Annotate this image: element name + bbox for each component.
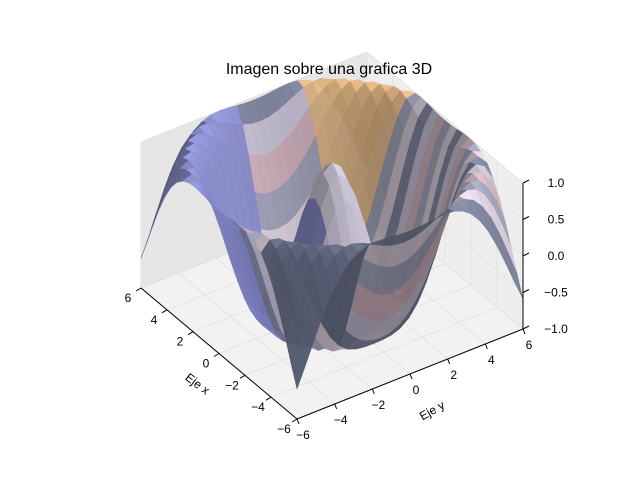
z-tick-labels: −1.0 −0.5 0.0 0.5 1.0 (544, 176, 568, 336)
chart-title: Imagen sobre una grafica 3D (226, 61, 432, 78)
z-tick (522, 325, 530, 330)
y-axis-label: Eje y (417, 398, 447, 423)
y-tick (484, 343, 488, 350)
y-tick-label: 0 (413, 383, 420, 397)
z-tick (522, 216, 530, 220)
z-tick (522, 289, 530, 293)
y-tick-label: 4 (488, 353, 495, 367)
z-tick (522, 252, 530, 257)
y-tick-label: 2 (450, 368, 457, 382)
x-tick-label: −4 (251, 400, 265, 414)
x-tick-label: −6 (277, 422, 291, 436)
x-tick (239, 374, 246, 379)
x-tick-label: 6 (125, 291, 132, 305)
x-tick (291, 418, 298, 423)
x-tick-label: 4 (151, 313, 158, 327)
y-tick-label: −6 (296, 428, 310, 442)
y-tick (371, 388, 375, 395)
y-tick-label: −2 (371, 398, 385, 412)
y-tick (334, 403, 338, 410)
x-tick (187, 331, 194, 336)
z-tick-label: 0.5 (548, 213, 565, 227)
x-tick-label: 0 (203, 357, 210, 371)
y-tick (409, 373, 413, 380)
y-tick-label: 6 (526, 338, 533, 352)
y-tick-labels: −6 −4 −2 0 2 4 6 (296, 338, 533, 442)
y-tick (447, 358, 451, 365)
surface-mesh (140, 78, 524, 390)
x-tick (161, 309, 168, 314)
x-tick (265, 396, 272, 401)
z-tick-label: −1.0 (544, 322, 568, 336)
surface-facet (290, 335, 306, 390)
z-tick-label: −0.5 (544, 286, 568, 300)
x-tick-label: −2 (225, 378, 239, 392)
y-tick (296, 418, 300, 425)
x-tick-labels: −6 −4 −2 0 2 4 6 (125, 291, 292, 436)
chart-axes (135, 179, 530, 425)
y-tick (522, 328, 526, 335)
z-tick-label: 0.0 (548, 249, 565, 263)
x-tick (135, 287, 142, 292)
y-tick-label: −4 (334, 413, 348, 427)
x-tick-label: 2 (177, 335, 184, 349)
z-tick (522, 179, 530, 184)
z-tick-label: 1.0 (548, 176, 565, 190)
x-tick (213, 353, 220, 357)
x-axis-label: Eje x (183, 370, 213, 397)
